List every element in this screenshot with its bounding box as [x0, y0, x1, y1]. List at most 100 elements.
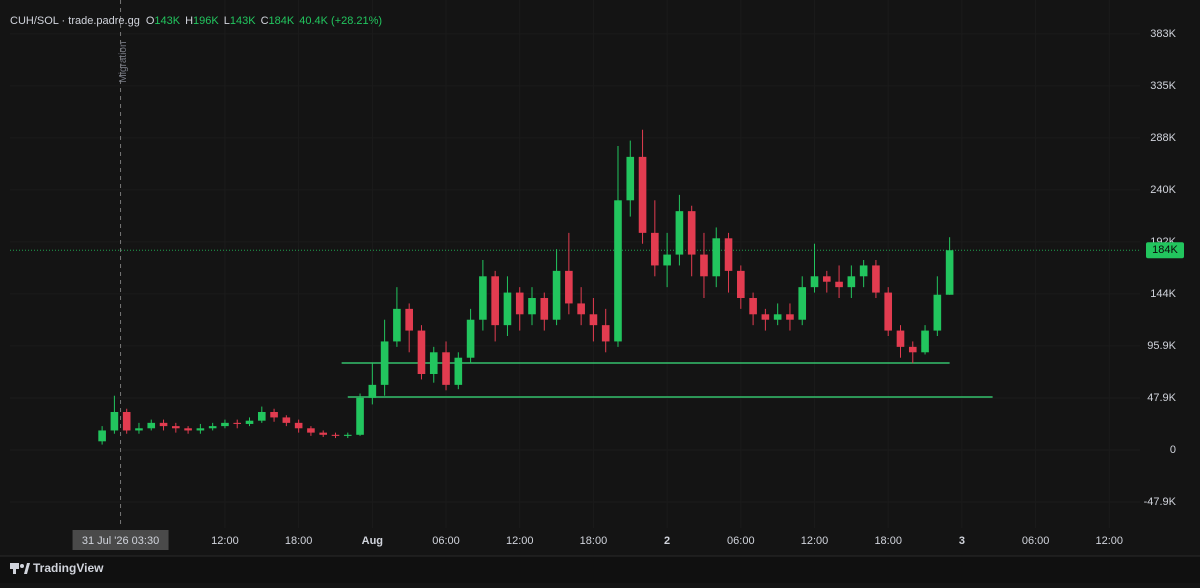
- y-tick-label: 0: [1170, 444, 1176, 456]
- candle-body: [822, 276, 831, 282]
- candle-body: [147, 422, 156, 429]
- candle-body: [565, 270, 573, 304]
- candle-body: [294, 422, 303, 429]
- ohlc-value: 184K: [269, 15, 295, 27]
- candle-body: [737, 270, 745, 299]
- x-tick-label: 3: [959, 535, 965, 547]
- candle-body: [405, 308, 413, 331]
- candle-body: [368, 384, 377, 398]
- candle-body: [786, 314, 794, 320]
- candle-body: [233, 422, 242, 424]
- ohlc-key: C: [261, 15, 269, 27]
- candle-body: [552, 270, 561, 320]
- candle-body: [172, 426, 180, 429]
- ohlc-key: O: [146, 15, 155, 27]
- candle-body: [933, 294, 942, 331]
- y-tick-label: 47.9K: [1147, 392, 1176, 404]
- candle-body: [503, 292, 512, 326]
- y-tick-label: 288K: [1150, 132, 1176, 144]
- candle-body: [651, 232, 659, 266]
- ohlc-value: 143K: [154, 15, 180, 27]
- candle-body: [749, 298, 757, 315]
- candle-body: [638, 156, 647, 233]
- candle-body: [307, 428, 315, 433]
- candle-body: [835, 281, 843, 288]
- x-tick-label: 06:00: [432, 535, 460, 547]
- candle-body: [761, 314, 770, 320]
- candle-body: [589, 314, 598, 326]
- candle-body: [208, 426, 217, 429]
- candle-body: [343, 434, 352, 436]
- candle-body: [184, 428, 192, 431]
- x-tick-label: 2: [664, 535, 670, 547]
- candle-body: [908, 346, 917, 353]
- ohlc-key: L: [224, 15, 230, 27]
- x-tick-label: Aug: [362, 535, 383, 547]
- y-tick-label: 144K: [1150, 288, 1176, 300]
- y-tick-label: 240K: [1150, 184, 1176, 196]
- candle-body: [614, 200, 622, 342]
- crosshair-annotation: Migration: [118, 41, 129, 82]
- candle-body: [319, 432, 328, 435]
- y-tick-label: 95.9K: [1147, 340, 1176, 352]
- candle-body: [331, 434, 340, 436]
- candle-body: [282, 417, 291, 423]
- candle-body: [122, 411, 131, 431]
- candle-body: [810, 276, 819, 288]
- symbol: CUH/SOL · trade.padre.gg: [10, 15, 140, 27]
- candle-body: [700, 254, 708, 277]
- candle-body: [159, 422, 168, 427]
- brand: TradingView: [33, 561, 104, 575]
- crosshair-label-bg: [72, 530, 169, 550]
- candle-body: [393, 308, 401, 342]
- candle-body: [872, 265, 880, 293]
- candle-body: [687, 211, 696, 255]
- candle-body: [245, 420, 254, 424]
- ohlc-value: 143K: [230, 15, 256, 27]
- candle-body: [724, 238, 733, 271]
- candle-body: [945, 250, 954, 295]
- candle-body: [466, 319, 475, 358]
- x-tick-label: 18:00: [285, 535, 313, 547]
- y-tick-label: 335K: [1150, 80, 1176, 92]
- change: 40.4K (+28.21%): [299, 15, 382, 27]
- candle-body: [270, 411, 278, 418]
- candle-body: [859, 265, 868, 277]
- candle-body: [921, 330, 929, 353]
- x-tick-label: 18:00: [874, 535, 902, 547]
- candle-body: [442, 352, 450, 385]
- candle-body: [847, 276, 856, 288]
- candle-body: [896, 330, 905, 347]
- ohlc-value: 196K: [193, 15, 219, 27]
- x-tick-label: 12:00: [1096, 535, 1124, 547]
- candle-body: [675, 211, 684, 255]
- candle-body: [798, 287, 807, 320]
- y-tick-label: -47.9K: [1144, 496, 1177, 508]
- x-tick-label: 18:00: [580, 535, 608, 547]
- candle-body: [356, 397, 364, 435]
- brand-logo: [10, 563, 30, 574]
- candle-body: [110, 411, 119, 431]
- candle-body: [98, 430, 106, 442]
- x-tick-label: 12:00: [211, 535, 239, 547]
- header: CUH/SOL · trade.padre.gg O143K H196K L143K C…: [10, 15, 382, 27]
- x-tick-label: 12:00: [506, 535, 534, 547]
- candle-body: [712, 238, 721, 277]
- candle-body: [884, 292, 893, 331]
- candle-body: [528, 298, 536, 315]
- crosshair-label: 31 Jul '26 03:30: [82, 535, 159, 547]
- candle-body: [515, 292, 524, 315]
- candle-body: [454, 357, 463, 385]
- candle-body: [479, 276, 487, 320]
- candle-body: [491, 276, 499, 326]
- candle-body: [773, 314, 782, 320]
- candle-body: [380, 341, 389, 385]
- last-price-label: 184K: [1152, 244, 1178, 256]
- last-price-badge: [1146, 242, 1184, 259]
- candle-body: [577, 303, 585, 315]
- candle-body: [417, 330, 426, 375]
- candle-body: [221, 422, 229, 427]
- y-tick-label: 383K: [1150, 28, 1176, 40]
